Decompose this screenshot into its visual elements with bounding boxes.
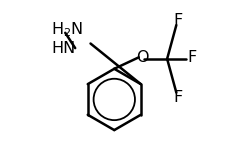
Text: F: F [187, 50, 196, 65]
Text: F: F [173, 90, 182, 105]
Text: O: O [136, 50, 149, 65]
Text: HN: HN [52, 41, 76, 56]
Text: H$_2$N: H$_2$N [52, 20, 84, 39]
Text: F: F [173, 13, 182, 28]
